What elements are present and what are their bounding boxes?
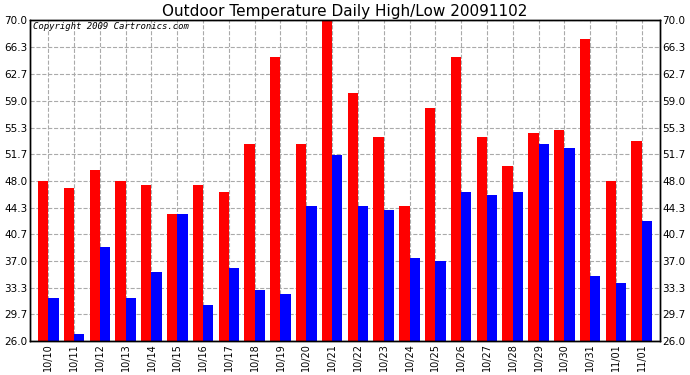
Bar: [152, 272, 161, 342]
Title: Outdoor Temperature Daily High/Low 20091102: Outdoor Temperature Daily High/Low 20091…: [162, 4, 528, 19]
Bar: [177, 214, 188, 342]
Bar: [296, 144, 306, 342]
Bar: [255, 290, 265, 342]
Bar: [409, 258, 420, 342]
Bar: [461, 192, 471, 342]
Bar: [90, 170, 100, 342]
Bar: [425, 108, 435, 342]
Bar: [38, 181, 48, 342]
Bar: [451, 57, 461, 342]
Bar: [631, 141, 642, 342]
Bar: [63, 188, 74, 342]
Bar: [642, 221, 652, 342]
Bar: [358, 206, 368, 342]
Bar: [373, 137, 384, 342]
Bar: [48, 298, 59, 342]
Bar: [580, 39, 590, 342]
Bar: [435, 261, 446, 342]
Bar: [487, 195, 497, 342]
Bar: [477, 137, 487, 342]
Bar: [616, 283, 627, 342]
Bar: [348, 93, 358, 342]
Bar: [400, 206, 409, 342]
Bar: [384, 210, 394, 342]
Bar: [538, 144, 549, 342]
Bar: [244, 144, 255, 342]
Bar: [193, 184, 203, 342]
Bar: [203, 305, 213, 342]
Bar: [270, 57, 281, 342]
Bar: [590, 276, 600, 342]
Bar: [332, 155, 342, 342]
Text: Copyright 2009 Cartronics.com: Copyright 2009 Cartronics.com: [33, 22, 189, 31]
Bar: [167, 214, 177, 342]
Bar: [100, 247, 110, 342]
Bar: [322, 20, 332, 342]
Bar: [502, 166, 513, 342]
Bar: [529, 134, 538, 342]
Bar: [126, 298, 136, 342]
Bar: [74, 334, 84, 342]
Bar: [564, 148, 575, 342]
Bar: [513, 192, 523, 342]
Bar: [606, 181, 616, 342]
Bar: [229, 268, 239, 342]
Bar: [554, 130, 564, 342]
Bar: [115, 181, 126, 342]
Bar: [219, 192, 229, 342]
Bar: [141, 184, 152, 342]
Bar: [306, 206, 317, 342]
Bar: [281, 294, 290, 342]
